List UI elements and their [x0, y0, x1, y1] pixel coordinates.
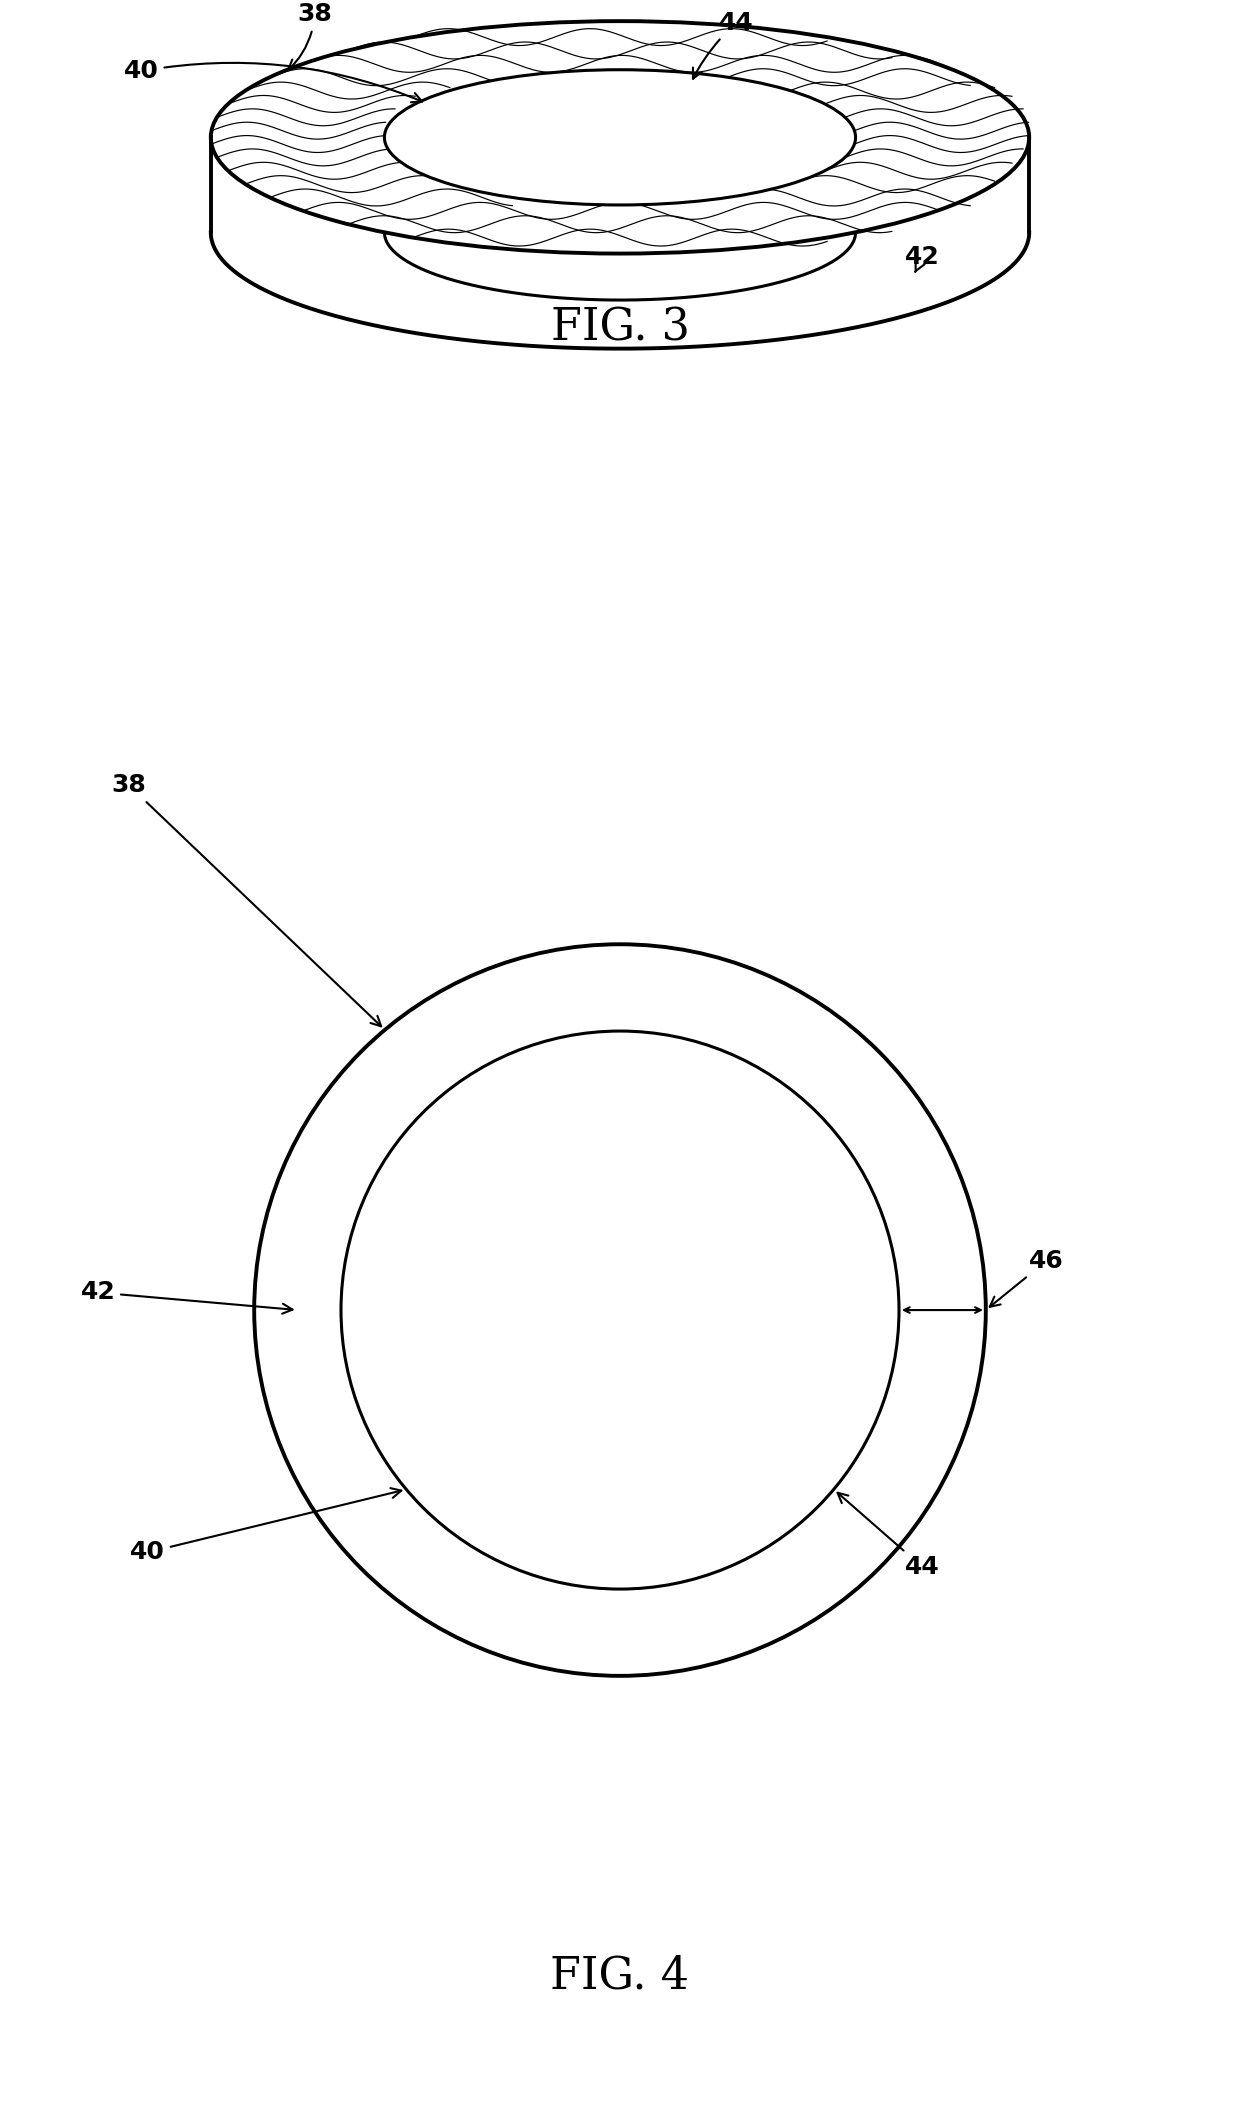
Text: 38: 38 — [288, 2, 332, 70]
Ellipse shape — [211, 21, 1029, 254]
Text: 44: 44 — [693, 11, 754, 78]
Ellipse shape — [384, 70, 856, 205]
Text: FIG. 3: FIG. 3 — [551, 306, 689, 349]
Text: 42: 42 — [905, 245, 940, 273]
Text: 40: 40 — [130, 1488, 402, 1564]
Text: 38: 38 — [112, 773, 381, 1027]
Ellipse shape — [211, 116, 1029, 349]
Polygon shape — [149, 0, 1091, 235]
Text: 40: 40 — [124, 59, 422, 101]
Text: 44: 44 — [837, 1492, 940, 1578]
Text: 46: 46 — [990, 1249, 1064, 1306]
Text: FIG. 4: FIG. 4 — [551, 1955, 689, 1997]
Text: 42: 42 — [81, 1280, 293, 1314]
Ellipse shape — [254, 945, 986, 1676]
Ellipse shape — [341, 1031, 899, 1589]
